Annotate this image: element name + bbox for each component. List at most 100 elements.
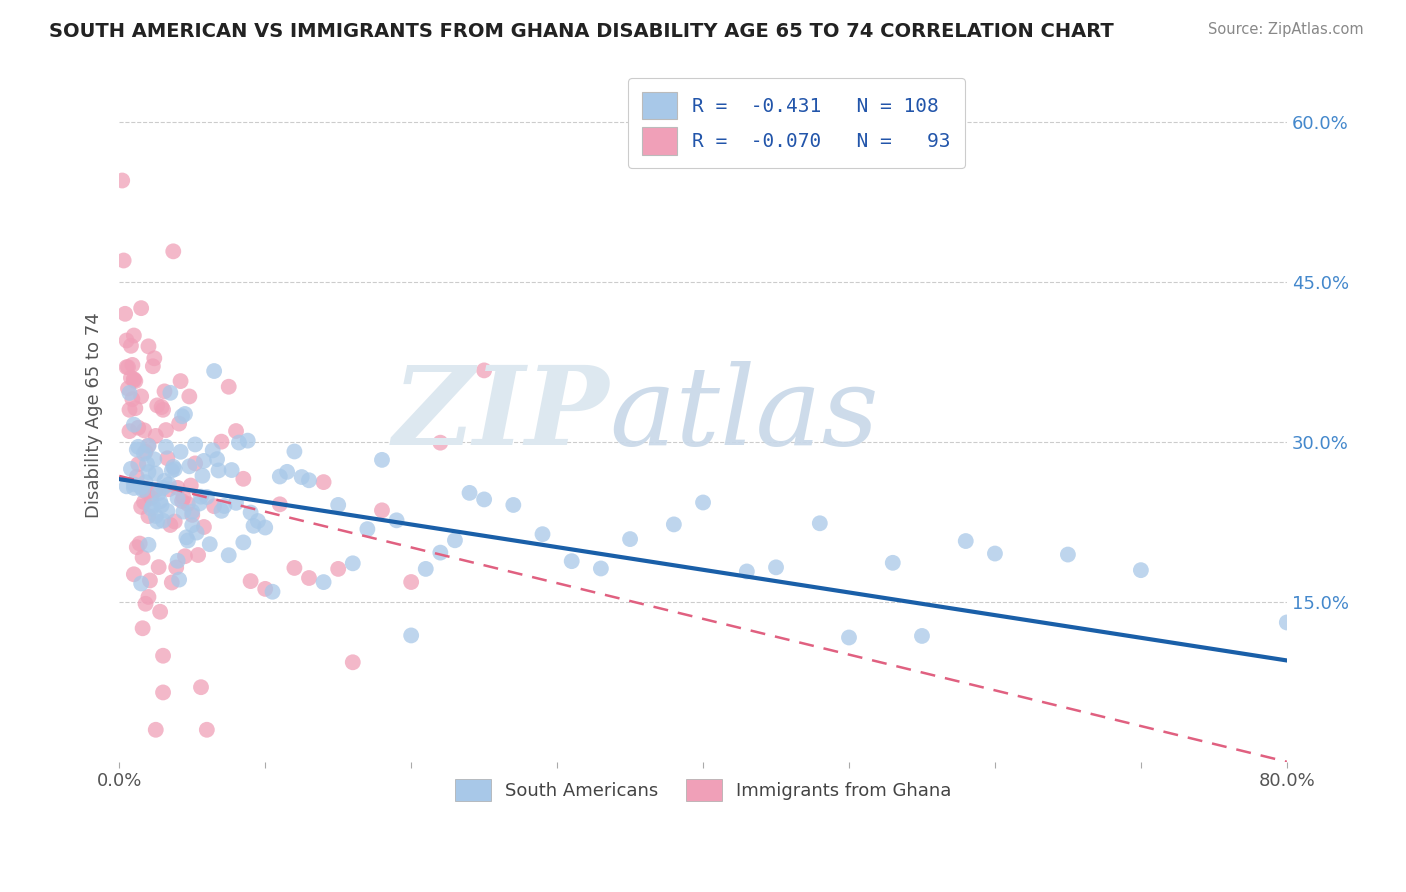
Point: [166, 481, 188, 495]
Point: [163, 515, 186, 529]
Point: [138, 339, 160, 353]
Point: [444, 533, 467, 548]
Point: [131, 621, 153, 635]
Point: [218, 548, 240, 562]
Point: [619, 532, 641, 546]
Point: [129, 480, 152, 494]
Point: [120, 462, 142, 476]
Point: [122, 481, 145, 495]
Point: [150, 499, 173, 513]
Point: [145, 723, 167, 737]
Point: [122, 373, 145, 387]
Point: [232, 472, 254, 486]
Point: [120, 371, 142, 385]
Point: [371, 503, 394, 517]
Point: [221, 463, 243, 477]
Point: [122, 417, 145, 432]
Point: [136, 485, 159, 500]
Point: [159, 518, 181, 533]
Point: [145, 508, 167, 523]
Point: [152, 481, 174, 495]
Point: [166, 554, 188, 568]
Point: [122, 328, 145, 343]
Point: [152, 514, 174, 528]
Point: [129, 576, 152, 591]
Point: [152, 402, 174, 417]
Point: [125, 442, 148, 457]
Point: [129, 500, 152, 514]
Point: [531, 527, 554, 541]
Point: [205, 452, 228, 467]
Point: [143, 452, 166, 467]
Point: [142, 359, 165, 374]
Point: [262, 584, 284, 599]
Point: [356, 522, 378, 536]
Point: [179, 389, 201, 403]
Point: [184, 437, 207, 451]
Point: [429, 546, 451, 560]
Point: [312, 575, 335, 590]
Point: [169, 374, 191, 388]
Point: [157, 482, 180, 496]
Point: [201, 443, 224, 458]
Point: [148, 486, 170, 500]
Point: [159, 385, 181, 400]
Point: [138, 438, 160, 452]
Point: [187, 548, 209, 562]
Point: [122, 372, 145, 386]
Point: [135, 444, 157, 458]
Point: [415, 562, 437, 576]
Point: [127, 421, 149, 435]
Point: [283, 444, 305, 458]
Point: [765, 560, 787, 574]
Point: [139, 574, 162, 588]
Point: [298, 571, 321, 585]
Point: [125, 469, 148, 483]
Point: [173, 491, 195, 505]
Point: [911, 629, 934, 643]
Point: [135, 475, 157, 490]
Point: [132, 495, 155, 509]
Point: [162, 459, 184, 474]
Point: [145, 483, 167, 497]
Point: [246, 514, 269, 528]
Point: [239, 574, 262, 588]
Point: [179, 459, 201, 474]
Point: [882, 556, 904, 570]
Point: [124, 374, 146, 388]
Point: [129, 301, 152, 315]
Point: [177, 533, 200, 548]
Point: [214, 499, 236, 513]
Point: [117, 382, 139, 396]
Point: [276, 465, 298, 479]
Point: [195, 490, 218, 504]
Point: [190, 490, 212, 504]
Point: [955, 534, 977, 549]
Point: [662, 517, 685, 532]
Point: [169, 445, 191, 459]
Point: [163, 462, 186, 476]
Point: [218, 380, 240, 394]
Point: [152, 648, 174, 663]
Point: [242, 518, 264, 533]
Point: [193, 454, 215, 468]
Point: [399, 628, 422, 642]
Point: [165, 560, 187, 574]
Point: [283, 561, 305, 575]
Point: [207, 463, 229, 477]
Point: [589, 561, 612, 575]
Point: [312, 475, 335, 489]
Point: [156, 504, 179, 518]
Point: [142, 499, 165, 513]
Point: [202, 499, 225, 513]
Point: [225, 496, 247, 510]
Point: [385, 513, 408, 527]
Point: [232, 535, 254, 549]
Point: [157, 477, 180, 491]
Point: [269, 469, 291, 483]
Point: [198, 537, 221, 551]
Point: [202, 364, 225, 378]
Point: [114, 307, 136, 321]
Point: [399, 574, 422, 589]
Point: [328, 562, 350, 576]
